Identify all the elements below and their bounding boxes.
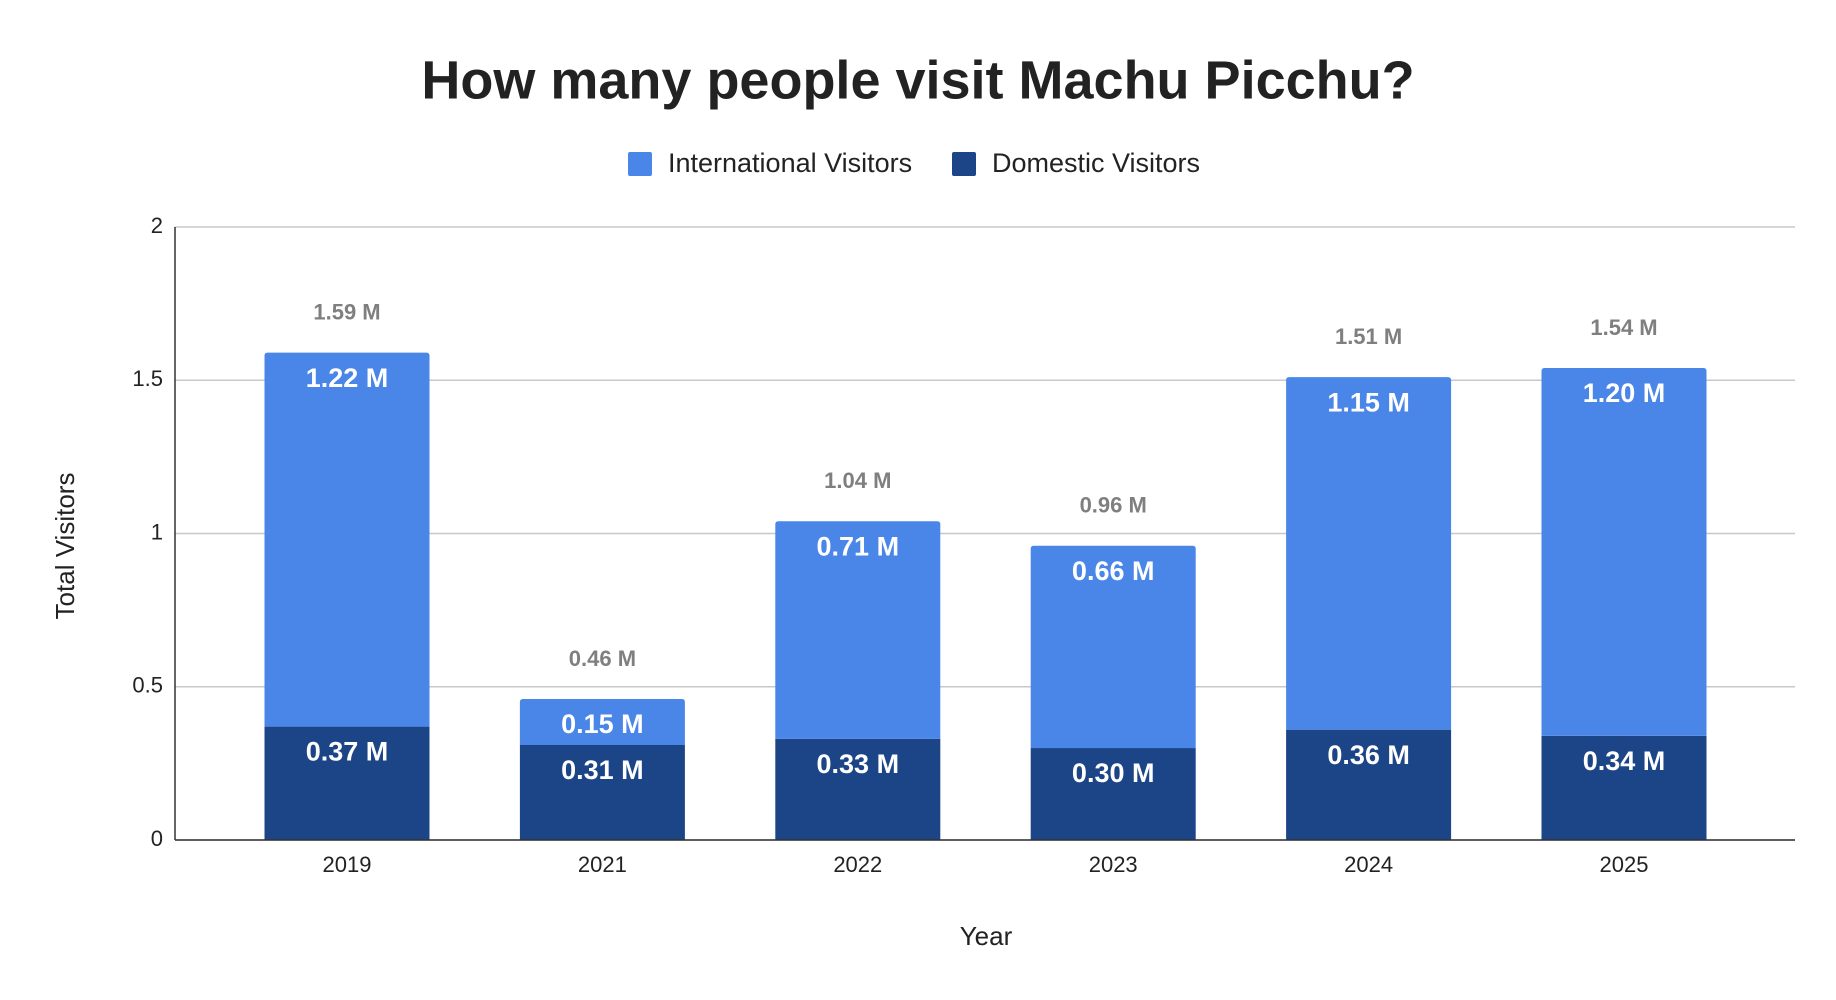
y-tick-label: 0	[151, 826, 163, 851]
value-label: 0.15 M	[561, 709, 644, 739]
y-tick-label: 0.5	[132, 673, 163, 698]
bar-segment	[1541, 367, 1707, 736]
y-tick-label: 1.5	[132, 366, 163, 391]
y-tick-label: 2	[151, 213, 163, 238]
y-axis-title: Total Visitors	[50, 473, 80, 620]
bar-segment	[519, 744, 685, 840]
total-label: 0.46 M	[569, 646, 636, 671]
total-label: 1.51 M	[1335, 324, 1402, 349]
value-label: 1.15 M	[1327, 387, 1410, 417]
bar-segment	[264, 352, 430, 727]
bar-segment	[775, 521, 941, 739]
total-label: 1.54 M	[1590, 315, 1657, 340]
value-label: 1.20 M	[1583, 378, 1666, 408]
value-label: 0.33 M	[817, 749, 900, 779]
total-label: 1.59 M	[313, 299, 380, 324]
value-label: 0.71 M	[817, 531, 900, 561]
legend-swatch	[628, 152, 652, 176]
x-axis-title: Year	[960, 921, 1013, 951]
total-label: 0.96 M	[1080, 493, 1147, 518]
legend-label: International Visitors	[668, 148, 912, 178]
value-label: 0.34 M	[1583, 746, 1666, 776]
bar-segment	[1030, 748, 1196, 840]
value-label: 0.36 M	[1327, 740, 1410, 770]
bar-segment	[1286, 729, 1452, 840]
x-tick-label: 2024	[1344, 852, 1393, 877]
total-label: 1.04 M	[824, 468, 891, 493]
bar-segment	[519, 699, 685, 745]
bar-segment	[775, 738, 941, 840]
x-tick-label: 2019	[323, 852, 372, 877]
bar-segment	[1541, 735, 1707, 840]
value-label: 0.66 M	[1072, 556, 1155, 586]
legend-swatch	[952, 152, 976, 176]
value-label: 0.37 M	[306, 737, 389, 767]
chart-title: How many people visit Machu Picchu?	[421, 50, 1414, 110]
bar-segment	[1286, 377, 1452, 730]
value-label: 0.31 M	[561, 755, 644, 785]
x-tick-label: 2023	[1089, 852, 1138, 877]
bar-segment	[264, 726, 430, 840]
legend-label: Domestic Visitors	[992, 148, 1200, 178]
bar-segment	[1030, 545, 1196, 749]
x-tick-label: 2022	[833, 852, 882, 877]
x-tick-label: 2021	[578, 852, 627, 877]
y-tick-label: 1	[151, 519, 163, 544]
value-label: 0.30 M	[1072, 758, 1155, 788]
x-tick-label: 2025	[1600, 852, 1649, 877]
value-label: 1.22 M	[306, 363, 389, 393]
